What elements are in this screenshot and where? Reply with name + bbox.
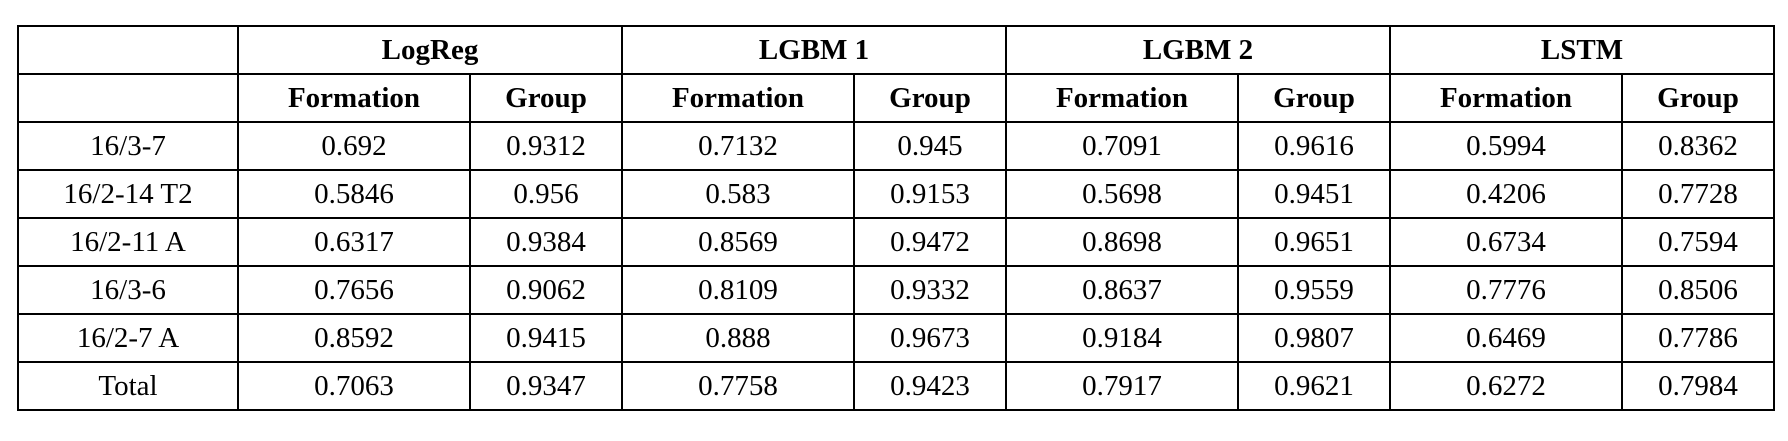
subheader-lgbm1-formation: Formation: [621, 73, 855, 123]
metric-cell: 0.7758: [621, 361, 855, 411]
metric-cell: 0.9616: [1237, 121, 1391, 171]
metric-cell: 0.6734: [1389, 217, 1623, 267]
subheader-lstm-group: Group: [1621, 73, 1775, 123]
metric-cell: 0.6317: [237, 217, 471, 267]
subheader-lgbm2-formation: Formation: [1005, 73, 1239, 123]
metric-cell: 0.9184: [1005, 313, 1239, 363]
subheader-lstm-formation: Formation: [1389, 73, 1623, 123]
table-row: 16/3-7 0.692 0.9312 0.7132 0.945 0.7091 …: [17, 121, 1775, 171]
metric-cell: 0.945: [853, 121, 1007, 171]
subheader-row: Formation Group Formation Group Formatio…: [17, 73, 1775, 123]
model-header-lgbm2: LGBM 2: [1005, 25, 1391, 75]
table-body: 16/3-7 0.692 0.9312 0.7132 0.945 0.7091 …: [17, 121, 1775, 411]
metric-cell: 0.9062: [469, 265, 623, 315]
metric-cell: 0.9472: [853, 217, 1007, 267]
metric-cell: 0.7594: [1621, 217, 1775, 267]
metric-cell: 0.4206: [1389, 169, 1623, 219]
model-header-lgbm1: LGBM 1: [621, 25, 1007, 75]
metric-cell: 0.9332: [853, 265, 1007, 315]
metric-cell: 0.692: [237, 121, 471, 171]
metric-cell: 0.9312: [469, 121, 623, 171]
metric-cell: 0.7132: [621, 121, 855, 171]
subheader-logreg-formation: Formation: [237, 73, 471, 123]
metric-cell: 0.7063: [237, 361, 471, 411]
metric-cell: 0.8362: [1621, 121, 1775, 171]
row-label: 16/3-7: [17, 121, 239, 171]
metric-cell: 0.6469: [1389, 313, 1623, 363]
metric-cell: 0.888: [621, 313, 855, 363]
metric-cell: 0.9807: [1237, 313, 1391, 363]
row-label: 16/2-7 A: [17, 313, 239, 363]
metric-cell: 0.7917: [1005, 361, 1239, 411]
subheader-lgbm2-group: Group: [1237, 73, 1391, 123]
subheader-lgbm1-group: Group: [853, 73, 1007, 123]
row-label: Total: [17, 361, 239, 411]
metric-cell: 0.9651: [1237, 217, 1391, 267]
metric-cell: 0.7656: [237, 265, 471, 315]
metric-cell: 0.583: [621, 169, 855, 219]
metric-cell: 0.9347: [469, 361, 623, 411]
metric-cell: 0.7786: [1621, 313, 1775, 363]
model-metrics-table: LogReg LGBM 1 LGBM 2 LSTM Formation Grou…: [17, 25, 1775, 411]
table-row-total: Total 0.7063 0.9347 0.7758 0.9423 0.7917…: [17, 361, 1775, 411]
model-header-row: LogReg LGBM 1 LGBM 2 LSTM: [17, 25, 1775, 75]
corner-cell-top: [17, 25, 239, 75]
table-row: 16/2-7 A 0.8592 0.9415 0.888 0.9673 0.91…: [17, 313, 1775, 363]
metric-cell: 0.9673: [853, 313, 1007, 363]
model-header-logreg: LogReg: [237, 25, 623, 75]
metric-cell: 0.956: [469, 169, 623, 219]
metric-cell: 0.7984: [1621, 361, 1775, 411]
row-label: 16/2-11 A: [17, 217, 239, 267]
row-label: 16/2-14 T2: [17, 169, 239, 219]
metric-cell: 0.5698: [1005, 169, 1239, 219]
metric-cell: 0.9423: [853, 361, 1007, 411]
table-header: LogReg LGBM 1 LGBM 2 LSTM Formation Grou…: [17, 25, 1775, 123]
metric-cell: 0.7728: [1621, 169, 1775, 219]
metric-cell: 0.5994: [1389, 121, 1623, 171]
corner-cell-sub: [17, 73, 239, 123]
metric-cell: 0.6272: [1389, 361, 1623, 411]
subheader-logreg-group: Group: [469, 73, 623, 123]
metric-cell: 0.5846: [237, 169, 471, 219]
model-header-lstm: LSTM: [1389, 25, 1775, 75]
metric-cell: 0.8698: [1005, 217, 1239, 267]
metric-cell: 0.8569: [621, 217, 855, 267]
metric-cell: 0.9153: [853, 169, 1007, 219]
row-label: 16/3-6: [17, 265, 239, 315]
metric-cell: 0.9415: [469, 313, 623, 363]
table-row: 16/2-11 A 0.6317 0.9384 0.8569 0.9472 0.…: [17, 217, 1775, 267]
metric-cell: 0.8637: [1005, 265, 1239, 315]
metric-cell: 0.7776: [1389, 265, 1623, 315]
metric-cell: 0.9621: [1237, 361, 1391, 411]
metric-cell: 0.7091: [1005, 121, 1239, 171]
table-row: 16/2-14 T2 0.5846 0.956 0.583 0.9153 0.5…: [17, 169, 1775, 219]
metric-cell: 0.9451: [1237, 169, 1391, 219]
metric-cell: 0.9384: [469, 217, 623, 267]
metric-cell: 0.8109: [621, 265, 855, 315]
metric-cell: 0.9559: [1237, 265, 1391, 315]
metric-cell: 0.8592: [237, 313, 471, 363]
metric-cell: 0.8506: [1621, 265, 1775, 315]
table-row: 16/3-6 0.7656 0.9062 0.8109 0.9332 0.863…: [17, 265, 1775, 315]
